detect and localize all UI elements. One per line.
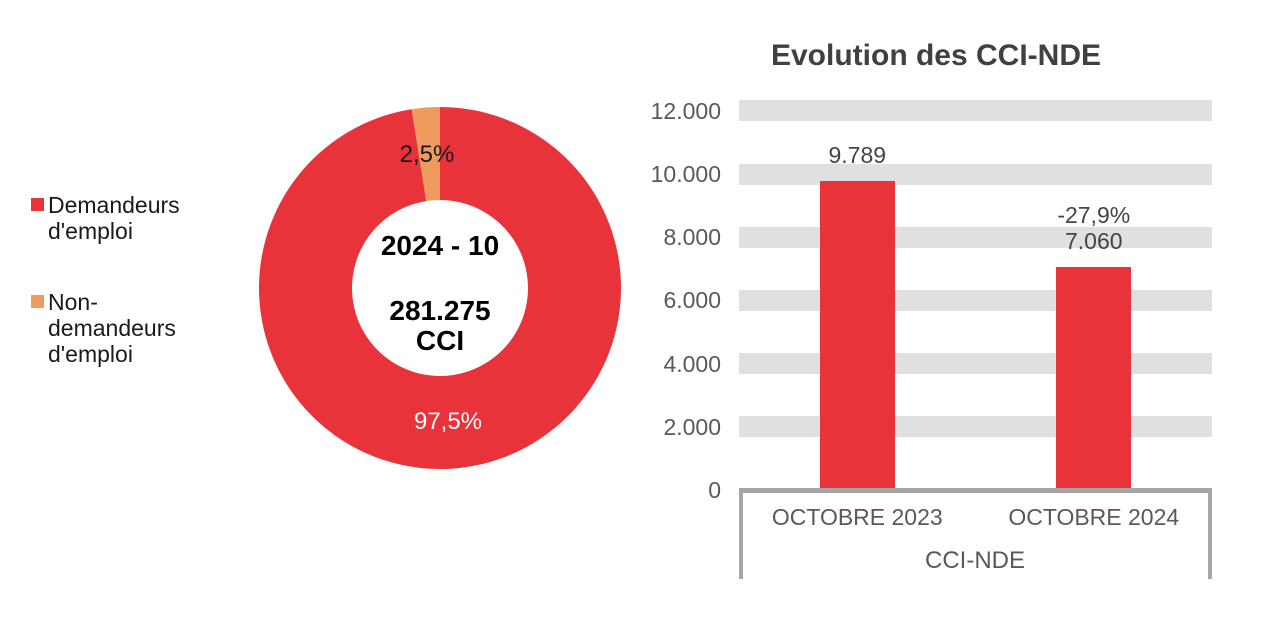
donut-total-unit: CCI — [415, 325, 465, 356]
y-tick-label: 10.000 — [650, 161, 721, 188]
donut-label-demandeurs-pct: 97,5% — [413, 408, 483, 435]
y-tick-label: 0 — [708, 477, 721, 503]
bar-octobre-2023 — [819, 180, 895, 490]
donut-center-text: 2024 - 10 281.275 CCI — [381, 231, 499, 356]
donut-chart — [259, 107, 621, 469]
gridline-band — [739, 353, 1212, 375]
bar-chart-title: Evolution des CCI-NDE — [770, 39, 1102, 72]
bar-value-label-octobre-2024: -27,9% 7.060 — [1057, 202, 1130, 254]
bar-label-line: 7.060 — [1064, 228, 1123, 254]
category-label-octobre-2023: OCTOBRE 2023 — [771, 504, 943, 530]
legend-swatch-non-demandeurs — [31, 295, 44, 308]
donut-slice-non-demandeurs — [411, 107, 440, 202]
y-tick-label: 12.000 — [650, 97, 721, 124]
donut-center-spacer — [381, 260, 499, 296]
donut-slice-demandeurs — [259, 107, 621, 469]
y-tick-label: 2.000 — [663, 413, 721, 440]
category-label-octobre-2024: OCTOBRE 2024 — [1008, 504, 1180, 530]
x-axis-group-label: CCI-NDE — [925, 547, 1025, 574]
bar-label-line: -27,9% — [1057, 202, 1131, 228]
y-tick-label: 6.000 — [663, 287, 721, 314]
legend-label-non-demandeurs: Non-demandeurs d'emploi — [48, 289, 176, 367]
bar-label-line: 9.789 — [828, 141, 887, 168]
gridline-band — [739, 163, 1212, 185]
x-axis-box — [739, 488, 1212, 579]
bar-value-label-octobre-2023: 9.789 — [828, 142, 886, 168]
legend-label-demandeurs: Demandeurs d'emploi — [48, 192, 180, 244]
gridline-band — [739, 100, 1212, 122]
gridline-band — [739, 289, 1212, 311]
y-tick-label: 8.000 — [663, 224, 721, 251]
legend-swatch-demandeurs — [31, 198, 44, 211]
bar-octobre-2024 — [1056, 267, 1132, 490]
legend-item-demandeurs: Demandeurs d'emploi — [31, 192, 186, 244]
donut-period-label: 2024 - 10 — [380, 230, 500, 261]
legend-item-non-demandeurs: Non-demandeurs d'emploi — [31, 289, 186, 367]
y-tick-label: 4.000 — [663, 350, 721, 377]
gridline-band — [739, 416, 1212, 438]
gridline-band — [739, 226, 1212, 248]
donut-label-non-demandeurs-pct: 2,5% — [399, 141, 455, 168]
donut-total-value: 281.275 — [389, 295, 491, 326]
